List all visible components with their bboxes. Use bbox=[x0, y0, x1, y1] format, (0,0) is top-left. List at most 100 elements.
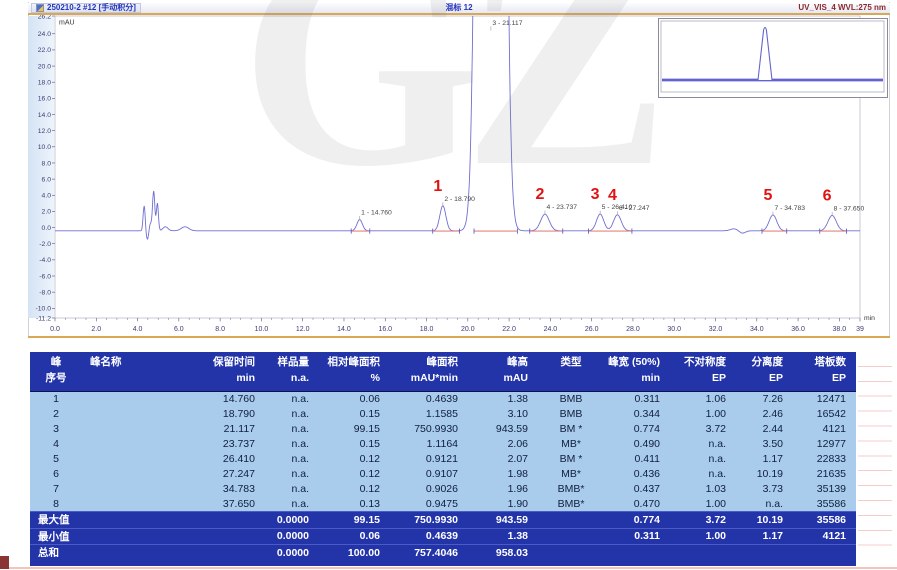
table-row[interactable]: 8 37.650 n.a. 0.13 0.9475 1.90 BMB* 0.470 1.00 n.… bbox=[30, 496, 856, 512]
summary-row[interactable]: 最小值 0.0000 0.06 0.4639 1.38 0.311 1.00 1.17 4121 bbox=[30, 527, 856, 545]
cell-retention-time[interactable]: 27.247 bbox=[187, 466, 265, 482]
cell-peak-no[interactable]: 2 bbox=[30, 406, 82, 422]
cell-retention-time[interactable]: 14.760 bbox=[187, 390, 265, 407]
cell-peak-no[interactable]: 3 bbox=[30, 421, 82, 437]
cell-amount[interactable]: n.a. bbox=[265, 406, 319, 422]
cell-peak-name[interactable] bbox=[82, 466, 187, 482]
cell-resolution[interactable]: 7.26 bbox=[736, 390, 793, 407]
cell-rel-area[interactable]: 0.15 bbox=[319, 406, 390, 422]
cell-peak-name[interactable] bbox=[82, 421, 187, 437]
cell-type[interactable]: MB* bbox=[538, 436, 604, 452]
table-row[interactable]: 7 34.783 n.a. 0.12 0.9026 1.96 BMB* 0.437 1.03 3.… bbox=[30, 481, 856, 497]
cell-asymmetry[interactable]: 3.72 bbox=[670, 421, 736, 437]
summary-row[interactable]: 总和 0.0000 100.00 757.4046 958.03 bbox=[30, 544, 856, 561]
cell-peak-name[interactable] bbox=[82, 451, 187, 467]
cell-rel-area[interactable]: 0.12 bbox=[319, 466, 390, 482]
overview-inset[interactable] bbox=[658, 18, 888, 98]
table-row[interactable]: 6 27.247 n.a. 0.12 0.9107 1.98 MB* 0.436 n.a. 10.… bbox=[30, 466, 856, 482]
cell-rel-area[interactable]: 0.13 bbox=[319, 496, 390, 512]
cell-plates[interactable]: 4121 bbox=[793, 421, 856, 437]
cell-peak-name[interactable] bbox=[82, 390, 187, 407]
cell-rel-area[interactable]: 99.15 bbox=[319, 421, 390, 437]
cell-width-50[interactable]: 0.311 bbox=[604, 390, 670, 407]
cell-type[interactable]: BMB bbox=[538, 390, 604, 407]
cell-asymmetry[interactable]: 1.00 bbox=[670, 496, 736, 512]
cell-asymmetry[interactable]: 1.00 bbox=[670, 406, 736, 422]
cell-plates[interactable]: 16542 bbox=[793, 406, 856, 422]
cell-width-50[interactable]: 0.411 bbox=[604, 451, 670, 467]
cell-resolution[interactable]: 10.19 bbox=[736, 466, 793, 482]
cell-width-50[interactable]: 0.436 bbox=[604, 466, 670, 482]
cell-height[interactable]: 2.06 bbox=[468, 436, 538, 452]
cell-area[interactable]: 1.1164 bbox=[390, 436, 468, 452]
cell-type[interactable]: MB* bbox=[538, 466, 604, 482]
cell-type[interactable]: BM * bbox=[538, 421, 604, 437]
cell-width-50[interactable]: 0.344 bbox=[604, 406, 670, 422]
cell-plates[interactable]: 22833 bbox=[793, 451, 856, 467]
cell-rel-area[interactable]: 0.12 bbox=[319, 451, 390, 467]
cell-resolution[interactable]: 3.73 bbox=[736, 481, 793, 497]
cell-asymmetry[interactable]: 1.06 bbox=[670, 390, 736, 407]
injection-tab[interactable]: 250210-2 #12 [手动积分] bbox=[31, 3, 141, 13]
cell-retention-time[interactable]: 18.790 bbox=[187, 406, 265, 422]
cell-peak-name[interactable] bbox=[82, 481, 187, 497]
cell-area[interactable]: 0.9121 bbox=[390, 451, 468, 467]
cell-plates[interactable]: 12471 bbox=[793, 390, 856, 407]
cell-resolution[interactable]: 1.17 bbox=[736, 451, 793, 467]
cell-peak-no[interactable]: 7 bbox=[30, 481, 82, 497]
cell-peak-no[interactable]: 6 bbox=[30, 466, 82, 482]
cell-area[interactable]: 750.9930 bbox=[390, 421, 468, 437]
table-row[interactable]: 5 26.410 n.a. 0.12 0.9121 2.07 BM * 0.411 n.a. 1.… bbox=[30, 451, 856, 467]
cell-retention-time[interactable]: 37.650 bbox=[187, 496, 265, 512]
cell-rel-area[interactable]: 0.12 bbox=[319, 481, 390, 497]
cell-plates[interactable]: 35139 bbox=[793, 481, 856, 497]
cell-resolution[interactable]: 3.50 bbox=[736, 436, 793, 452]
cell-type[interactable]: BMB bbox=[538, 406, 604, 422]
cell-height[interactable]: 1.90 bbox=[468, 496, 538, 512]
cell-amount[interactable]: n.a. bbox=[265, 466, 319, 482]
cell-amount[interactable]: n.a. bbox=[265, 436, 319, 452]
cell-peak-no[interactable]: 5 bbox=[30, 451, 82, 467]
cell-asymmetry[interactable]: n.a. bbox=[670, 466, 736, 482]
cell-area[interactable]: 0.4639 bbox=[390, 390, 468, 407]
cell-resolution[interactable]: n.a. bbox=[736, 496, 793, 512]
cell-amount[interactable]: n.a. bbox=[265, 496, 319, 512]
cell-area[interactable]: 0.9475 bbox=[390, 496, 468, 512]
cell-area[interactable]: 0.9026 bbox=[390, 481, 468, 497]
cell-peak-no[interactable]: 8 bbox=[30, 496, 82, 512]
cell-height[interactable]: 3.10 bbox=[468, 406, 538, 422]
table-row[interactable]: 2 18.790 n.a. 0.15 1.1585 3.10 BMB 0.344 1.00 2.4… bbox=[30, 406, 856, 422]
cell-plates[interactable]: 21635 bbox=[793, 466, 856, 482]
cell-amount[interactable]: n.a. bbox=[265, 481, 319, 497]
cell-asymmetry[interactable]: 1.03 bbox=[670, 481, 736, 497]
cell-plates[interactable]: 35586 bbox=[793, 496, 856, 512]
summary-row[interactable]: 最大值 0.0000 99.15 750.9930 943.59 0.774 3.72 10.… bbox=[30, 511, 856, 529]
cell-height[interactable]: 2.07 bbox=[468, 451, 538, 467]
cell-width-50[interactable]: 0.774 bbox=[604, 421, 670, 437]
cell-retention-time[interactable]: 34.783 bbox=[187, 481, 265, 497]
cell-retention-time[interactable]: 23.737 bbox=[187, 436, 265, 452]
cell-width-50[interactable]: 0.470 bbox=[604, 496, 670, 512]
cell-resolution[interactable]: 2.46 bbox=[736, 406, 793, 422]
cell-retention-time[interactable]: 21.117 bbox=[187, 421, 265, 437]
cell-type[interactable]: BMB* bbox=[538, 496, 604, 512]
cell-rel-area[interactable]: 0.06 bbox=[319, 390, 390, 407]
cell-peak-name[interactable] bbox=[82, 496, 187, 512]
cell-height[interactable]: 1.96 bbox=[468, 481, 538, 497]
table-row[interactable]: 3 21.117 n.a. 99.15 750.9930 943.59 BM * 0.774 3… bbox=[30, 421, 856, 437]
cell-asymmetry[interactable]: n.a. bbox=[670, 451, 736, 467]
cell-peak-no[interactable]: 4 bbox=[30, 436, 82, 452]
cell-height[interactable]: 1.98 bbox=[468, 466, 538, 482]
cell-resolution[interactable]: 2.44 bbox=[736, 421, 793, 437]
cell-peak-name[interactable] bbox=[82, 406, 187, 422]
cell-area[interactable]: 0.9107 bbox=[390, 466, 468, 482]
cell-peak-no[interactable]: 1 bbox=[30, 390, 82, 407]
cell-amount[interactable]: n.a. bbox=[265, 451, 319, 467]
cell-area[interactable]: 1.1585 bbox=[390, 406, 468, 422]
cell-peak-name[interactable] bbox=[82, 436, 187, 452]
cell-retention-time[interactable]: 26.410 bbox=[187, 451, 265, 467]
cell-asymmetry[interactable]: n.a. bbox=[670, 436, 736, 452]
table-row[interactable]: 4 23.737 n.a. 0.15 1.1164 2.06 MB* 0.490 n.a. 3.5… bbox=[30, 436, 856, 452]
cell-plates[interactable]: 12977 bbox=[793, 436, 856, 452]
cell-width-50[interactable]: 0.490 bbox=[604, 436, 670, 452]
